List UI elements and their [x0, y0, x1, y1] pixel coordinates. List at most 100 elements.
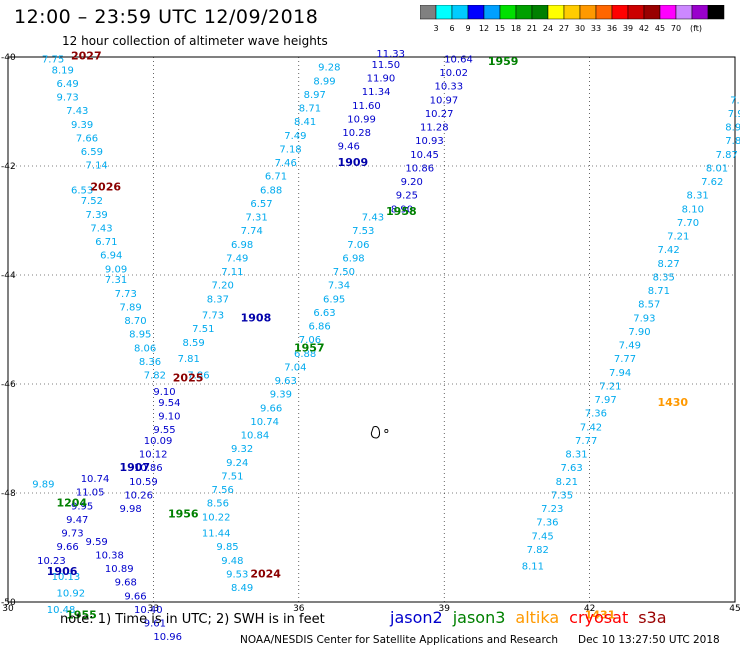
- wave-height-value: 10.92: [56, 589, 85, 600]
- wave-height-value: 10.22: [202, 512, 231, 523]
- wave-height-value: 8.97: [304, 90, 326, 101]
- wave-height-value: 6.53: [71, 185, 93, 196]
- wave-height-value: 9.10: [158, 411, 180, 422]
- color-scale-label: 70: [671, 24, 681, 33]
- wave-height-value: 8.56: [207, 499, 229, 510]
- wave-height-value: 7.74: [241, 226, 263, 237]
- wave-height-value: 8.70: [124, 316, 146, 327]
- wave-height-value: 9.73: [61, 529, 83, 540]
- color-scale-label: 3: [433, 24, 438, 33]
- wave-height-value: 7.82: [527, 545, 549, 556]
- wave-height-value: 9.54: [158, 398, 180, 409]
- wave-height-value: 7.31: [245, 213, 267, 224]
- island-outline: [370, 426, 381, 439]
- wave-height-value: 10.27: [425, 109, 454, 120]
- color-scale-label: 12: [479, 24, 489, 33]
- wave-height-value: 8.10: [682, 204, 704, 215]
- wave-height-value: 10.96: [153, 632, 182, 643]
- wave-height-value: 10.48: [47, 605, 76, 616]
- wave-height-value: 7.51: [221, 471, 243, 482]
- wave-height-value: 9.53: [226, 569, 248, 580]
- wave-height-value: 9.32: [231, 444, 253, 455]
- wave-height-value: 10.84: [241, 431, 270, 442]
- color-scale-label: 9: [465, 24, 470, 33]
- wave-height-value: 8.36: [139, 357, 161, 368]
- pass-time-label: 1958: [386, 205, 417, 218]
- wave-height-value: 10.97: [430, 95, 459, 106]
- wave-height-value: 9.20: [401, 177, 423, 188]
- wave-height-value: 7.62: [701, 177, 723, 188]
- wave-height-value: 11.28: [420, 123, 449, 134]
- wave-height-value: 6.98: [231, 240, 253, 251]
- color-scale-label: 33: [591, 24, 601, 33]
- lat-tick-label: -46: [1, 380, 16, 390]
- wave-height-value: 10.40: [134, 605, 163, 616]
- lon-tick-label: 45: [729, 604, 740, 614]
- lat-tick-label: -42: [1, 162, 16, 172]
- color-scale-label: 15: [495, 24, 505, 33]
- wave-height-value: 7.50: [333, 267, 355, 278]
- satellite-legend: jason2 jason3 altika cryosat s3a: [390, 608, 677, 627]
- color-scale-label: 42: [639, 24, 649, 33]
- lat-tick-label: -44: [1, 271, 16, 281]
- footer-credit: NOAA/NESDIS Center for Satellite Applica…: [240, 634, 558, 646]
- wave-height-value: 7.9: [728, 109, 740, 120]
- lon-tick-label: 42: [584, 604, 595, 614]
- wave-height-value: 7.89: [119, 302, 141, 313]
- map-frame: [7, 56, 736, 603]
- wave-height-value: 10.86: [405, 163, 434, 174]
- wave-height-value: 9.46: [338, 142, 360, 153]
- wave-height-value: 7.77: [575, 436, 597, 447]
- wave-height-value: 9.47: [66, 515, 88, 526]
- wave-height-value: 7.81: [178, 354, 200, 365]
- wave-height-value: 11.44: [202, 529, 231, 540]
- wave-height-value: 9.09: [105, 264, 127, 275]
- color-scale-label: 36: [607, 24, 617, 33]
- satellite-legend-entry: altika: [515, 608, 560, 627]
- wave-height-value: 9.55: [153, 425, 175, 436]
- wave-height-value: 9.28: [318, 63, 340, 74]
- wave-height-value: 7.31: [105, 275, 127, 286]
- color-scale-label: (ft): [690, 24, 702, 33]
- footer-date: Dec 10 13:27:50 UTC 2018: [578, 634, 720, 646]
- wave-height-value: 10.45: [410, 150, 439, 161]
- wave-height-value: 11.05: [76, 488, 105, 499]
- color-scale-label: 27: [559, 24, 569, 33]
- wave-height-value: 7.73: [115, 289, 137, 300]
- wave-height-value: 6.95: [323, 294, 345, 305]
- wave-height-value: 7.21: [599, 381, 621, 392]
- wave-height-value: 7.56: [212, 485, 234, 496]
- wave-height-value: 7.42: [657, 245, 679, 256]
- wave-height-value: 8.41: [294, 117, 316, 128]
- pass-time-label: 1957: [294, 341, 325, 354]
- color-swatch: [707, 5, 725, 20]
- wave-height-value: 9.73: [56, 93, 78, 104]
- pass-time-label: 1956: [168, 508, 199, 521]
- wave-height-value: 7.20: [212, 281, 234, 292]
- wave-height-value: 10.26: [124, 490, 153, 501]
- wave-height-value: 6.59: [81, 147, 103, 158]
- footer-note: note: 1) Time is in UTC; 2) SWH is in fe…: [60, 612, 325, 627]
- wave-height-value: 10.89: [105, 564, 134, 575]
- wave-height-value: 10.12: [139, 450, 168, 461]
- wave-height-value: 7.75: [42, 54, 64, 65]
- wave-height-value: 7.21: [667, 232, 689, 243]
- wave-height-value: 8.71: [648, 286, 670, 297]
- wave-height-value: 11.50: [372, 60, 401, 71]
- wave-height-value: 9.85: [216, 542, 238, 553]
- wave-height-value: 7.06: [347, 240, 369, 251]
- wave-height-value: 7.49: [284, 131, 306, 142]
- wave-height-value: 7.52: [81, 196, 103, 207]
- wave-height-value: 7.70: [677, 218, 699, 229]
- lat-tick-label: -40: [1, 53, 16, 63]
- wave-height-value: 7.93: [633, 313, 655, 324]
- wave-height-value: 7.43: [362, 213, 384, 224]
- pass-time-label: 1907: [119, 461, 150, 474]
- wave-height-value: 6.71: [95, 237, 117, 248]
- island-outline: [384, 429, 389, 434]
- wave-height-value: 8.01: [706, 163, 728, 174]
- wave-height-value: 10.86: [134, 463, 163, 474]
- wave-height-value: 7.11: [221, 267, 243, 278]
- wave-height-value: 7.90: [628, 327, 650, 338]
